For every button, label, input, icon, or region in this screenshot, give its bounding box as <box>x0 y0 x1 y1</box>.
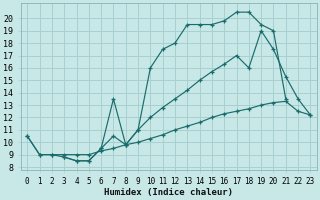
X-axis label: Humidex (Indice chaleur): Humidex (Indice chaleur) <box>104 188 233 197</box>
